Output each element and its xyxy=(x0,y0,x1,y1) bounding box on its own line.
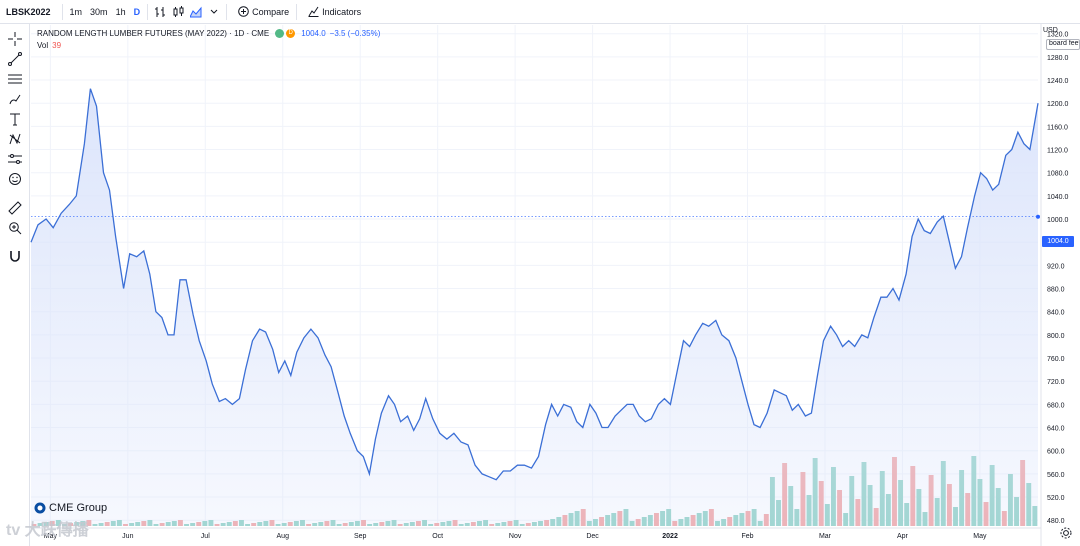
unit-selector[interactable]: board feet xyxy=(1046,39,1080,50)
gear-icon[interactable] xyxy=(1059,526,1073,540)
interval-1h-button[interactable]: 1h xyxy=(115,6,126,17)
y-tick-label: 760.0 xyxy=(1047,356,1065,363)
y-tick-label: 1040.0 xyxy=(1047,194,1069,201)
y-tick-label: 1000.0 xyxy=(1047,217,1069,224)
price-area xyxy=(31,88,1038,526)
zoom-icon[interactable] xyxy=(5,219,25,237)
interval-1m-button[interactable]: 1m xyxy=(69,6,83,17)
last-point-marker xyxy=(1036,214,1040,219)
plus-circle-icon xyxy=(236,5,250,19)
indicators-label: Indicators xyxy=(322,6,362,17)
legend-change: −3.5 (−0.35%) xyxy=(329,29,381,38)
ruler-icon[interactable] xyxy=(5,199,25,217)
y-tick-label: 600.0 xyxy=(1047,449,1065,456)
x-tick-label: May xyxy=(973,533,987,540)
delayed-badge: D xyxy=(286,29,296,38)
price-line xyxy=(30,88,1039,481)
symbol-search-button[interactable]: LBSK2022 xyxy=(6,6,51,17)
y-tick-label: 800.0 xyxy=(1047,333,1065,340)
pattern-icon[interactable] xyxy=(5,130,25,148)
currency-label: USD xyxy=(1043,27,1058,34)
x-tick-label: Jun xyxy=(122,533,133,540)
y-tick-label: 720.0 xyxy=(1047,379,1065,386)
volume-value: 39 xyxy=(52,41,62,50)
toolbar-divider xyxy=(226,3,228,20)
toolbar-divider xyxy=(296,3,298,20)
y-tick-label: 640.0 xyxy=(1047,426,1065,433)
overlay-tag: tv 大跌傳播 xyxy=(6,522,89,539)
y-tick-label: 1200.0 xyxy=(1047,101,1069,108)
crosshair-icon[interactable] xyxy=(5,30,25,48)
interval-d-button[interactable]: D xyxy=(133,6,141,17)
drawing-toolbar xyxy=(0,24,30,546)
magnet-icon[interactable] xyxy=(5,247,25,265)
top-toolbar: LBSK2022 1m 30m 1h D Compare Indicators xyxy=(0,0,1080,24)
current-price-tag: 1004.0 xyxy=(1042,236,1074,247)
toolbar-divider xyxy=(61,3,63,20)
y-tick-label: 1120.0 xyxy=(1047,148,1068,155)
area-chart-icon[interactable] xyxy=(189,5,203,19)
x-tick-label: Sep xyxy=(354,533,367,540)
x-tick-label: Oct xyxy=(432,533,443,540)
cme-watermark: CME Group xyxy=(34,502,107,514)
instrument-title: RANDOM LENGTH LUMBER FUTURES (MAY 2022) … xyxy=(37,29,270,38)
brush-icon[interactable] xyxy=(5,90,25,108)
interval-30m-button[interactable]: 30m xyxy=(90,6,108,17)
chevron-down-icon[interactable] xyxy=(207,5,221,19)
indicators-button[interactable]: Indicators xyxy=(300,0,365,24)
legend-price: 1004.0 xyxy=(301,29,326,38)
y-tick-label: 920.0 xyxy=(1047,263,1065,270)
x-tick-label: Apr xyxy=(897,533,909,540)
x-tick-label: Jul xyxy=(201,533,210,540)
watermark-text: CME Group xyxy=(49,502,108,514)
y-tick-label: 680.0 xyxy=(1047,402,1065,409)
market-status-icon xyxy=(275,29,285,38)
y-tick-label: 520.0 xyxy=(1047,495,1065,502)
volume-label: Vol xyxy=(37,41,49,50)
text-icon[interactable] xyxy=(5,110,25,128)
x-tick-label: Dec xyxy=(586,533,599,540)
y-tick-label: 560.0 xyxy=(1047,472,1065,479)
fib-icon[interactable] xyxy=(5,70,25,88)
compare-button[interactable]: Compare xyxy=(230,0,293,24)
x-tick-label: Feb xyxy=(741,533,753,540)
bar-style-icon[interactable] xyxy=(153,5,167,19)
emoji-icon[interactable] xyxy=(5,170,25,188)
y-tick-label: 1240.0 xyxy=(1047,78,1069,85)
y-tick-label: 1160.0 xyxy=(1047,124,1068,131)
volume-legend: Vol 39 xyxy=(37,41,61,50)
toolbar-divider xyxy=(147,3,149,20)
compare-label: Compare xyxy=(252,6,290,17)
y-tick-label: 1080.0 xyxy=(1047,171,1069,178)
y-tick-label: 480.0 xyxy=(1047,518,1065,525)
x-tick-label: Aug xyxy=(277,533,290,540)
x-tick-label: Nov xyxy=(509,533,522,540)
indicators-icon xyxy=(306,5,320,19)
candles-icon[interactable] xyxy=(171,5,185,19)
chart-legend: RANDOM LENGTH LUMBER FUTURES (MAY 2022) … xyxy=(37,29,380,38)
y-tick-label: 1280.0 xyxy=(1047,55,1069,62)
x-tick-label: May xyxy=(44,533,58,540)
y-tick-label: 1320.0 xyxy=(1047,32,1069,39)
trendline-icon[interactable] xyxy=(5,50,25,68)
y-tick-label: 840.0 xyxy=(1047,310,1065,317)
x-tick-label: Mar xyxy=(819,533,832,540)
measure-icon[interactable] xyxy=(5,150,25,168)
cme-logo-icon xyxy=(34,502,46,514)
y-tick-label: 880.0 xyxy=(1047,287,1065,294)
x-tick-label: 2022 xyxy=(662,533,678,540)
